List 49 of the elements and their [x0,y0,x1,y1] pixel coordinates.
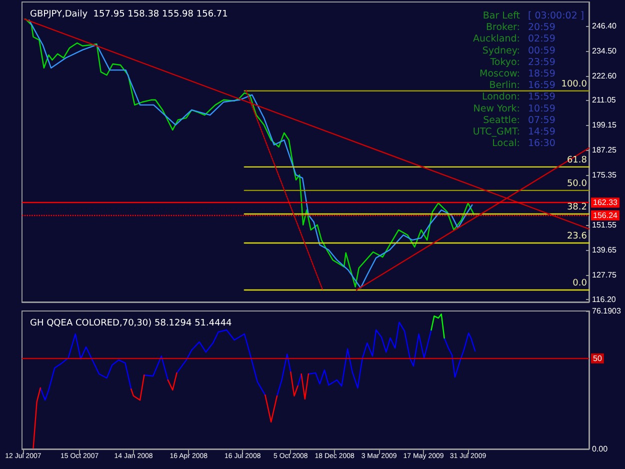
annotation: 18:59 [528,68,556,80]
annotation: Bar Left [482,10,520,22]
annotation: 10:59 [528,103,556,114]
ref-line-label: 156.24 [593,210,618,220]
annotation: Local: [492,138,520,150]
annotation: 14:59 [528,126,556,138]
annotation: New York: [473,103,520,114]
y-tick-label: 222.60 [592,71,618,80]
ref-line-label: 50 [593,354,602,363]
annotation: 02:59 [528,34,556,45]
annotation: 16:30 [528,138,556,150]
annotation: Sydney: [482,45,520,56]
y-tick-label: 76.1903 [592,306,622,316]
annotation: 100.0 [561,79,588,90]
annotation: Moscow: [480,68,520,80]
annotation: 50.0 [566,178,588,189]
y-tick-label: 246.40 [592,21,618,30]
y-tick-label: 151.55 [592,220,618,230]
annotation: Tokyo: [489,56,520,68]
annotation: 0.0 [572,278,588,289]
ref-line-label: 162.33 [593,198,618,208]
annotation: 61.8 [566,155,588,166]
text: GBPJPY,Daily 157.95 158.38 155.98 156.71 [30,10,228,20]
annotation: [ 03:00:02 ] [528,10,584,22]
annotation: UTC_GMT: [472,126,520,138]
annotation: 23:59 [528,56,556,68]
annotation: Berlin: [489,80,520,92]
annotation: Auckland: [473,34,520,45]
text: GH QQEA COLORED,70,30) 58.1294 51.4444 [30,318,232,328]
y-tick-label: 211.05 [592,96,616,105]
y-tick-label: 175.35 [592,170,618,180]
line-series [430,313,445,339]
annotation: London: [482,92,520,103]
y-tick-label: 0.00 [592,444,608,454]
y-tick-label: 234.50 [592,46,618,56]
y-tick-label: 187.25 [592,146,618,155]
y-tick-label: 116.20 [592,294,616,304]
annotation: Seattle: [483,114,520,126]
annotation: 23.6 [566,231,588,242]
annotation: 15:59 [528,92,556,103]
annotation: 00:59 [528,45,556,56]
y-tick-label: 127.75 [592,270,618,280]
annotation: 16:59 [528,80,556,92]
y-tick-label: 139.65 [592,246,618,255]
y-tick-label: 199.15 [592,120,618,130]
annotation: 07:59 [528,114,556,126]
annotation: 20:59 [528,22,556,34]
annotation: Broker: [486,22,520,34]
annotation: 38.2 [566,202,587,212]
